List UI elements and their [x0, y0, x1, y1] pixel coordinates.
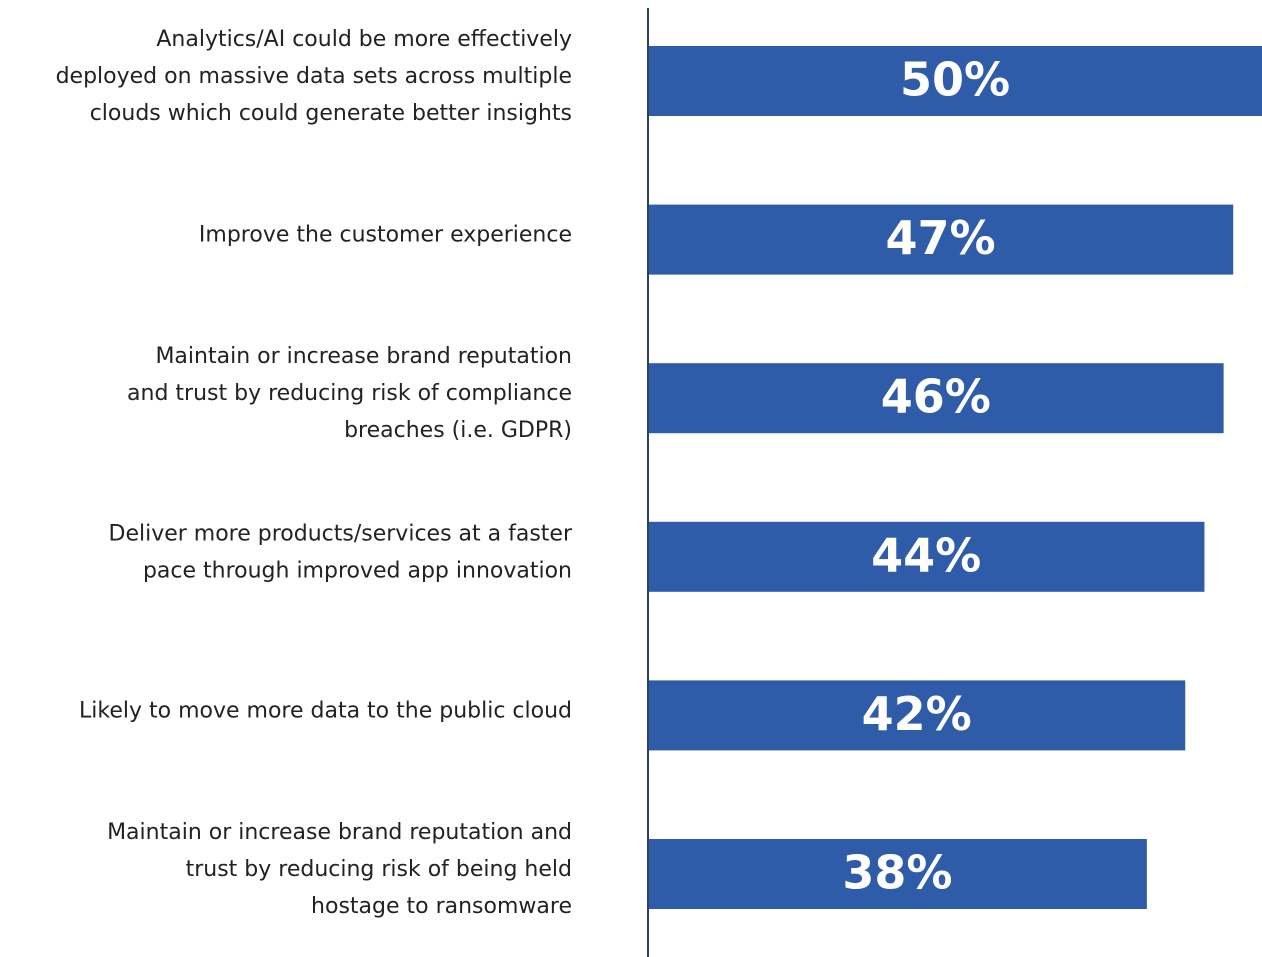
category-label: pace through improved app innovation — [143, 558, 572, 583]
category-label: clouds which could generate better insig… — [90, 101, 572, 126]
category-label: Likely to move more data to the public c… — [79, 698, 572, 723]
category-label: Maintain or increase brand reputation — [155, 344, 572, 369]
bar — [649, 839, 1147, 909]
value-label: 46% — [881, 370, 991, 424]
category-label: Maintain or increase brand reputation an… — [107, 820, 572, 845]
bar — [649, 46, 1262, 116]
bar — [649, 521, 1205, 592]
category-label: deployed on massive data sets across mul… — [56, 64, 572, 89]
category-label: Deliver more products/services at a fast… — [109, 521, 573, 546]
category-label: Improve the customer experience — [199, 223, 572, 248]
category-label: trust by reducing risk of being held — [186, 857, 572, 882]
value-label: 50% — [900, 53, 1010, 107]
bar — [649, 204, 1234, 275]
category-label: breaches (i.e. GDPR) — [344, 418, 572, 443]
category-label: hostage to ransomware — [311, 894, 572, 919]
category-label: and trust by reducing risk of compliance — [127, 381, 572, 406]
category-label: Analytics/AI could be more effectively — [156, 27, 572, 52]
value-label: 47% — [886, 211, 996, 265]
bar — [649, 363, 1224, 434]
value-label: 38% — [842, 846, 952, 900]
value-label: 44% — [871, 528, 981, 582]
bar — [649, 680, 1186, 751]
value-label: 42% — [862, 687, 972, 741]
